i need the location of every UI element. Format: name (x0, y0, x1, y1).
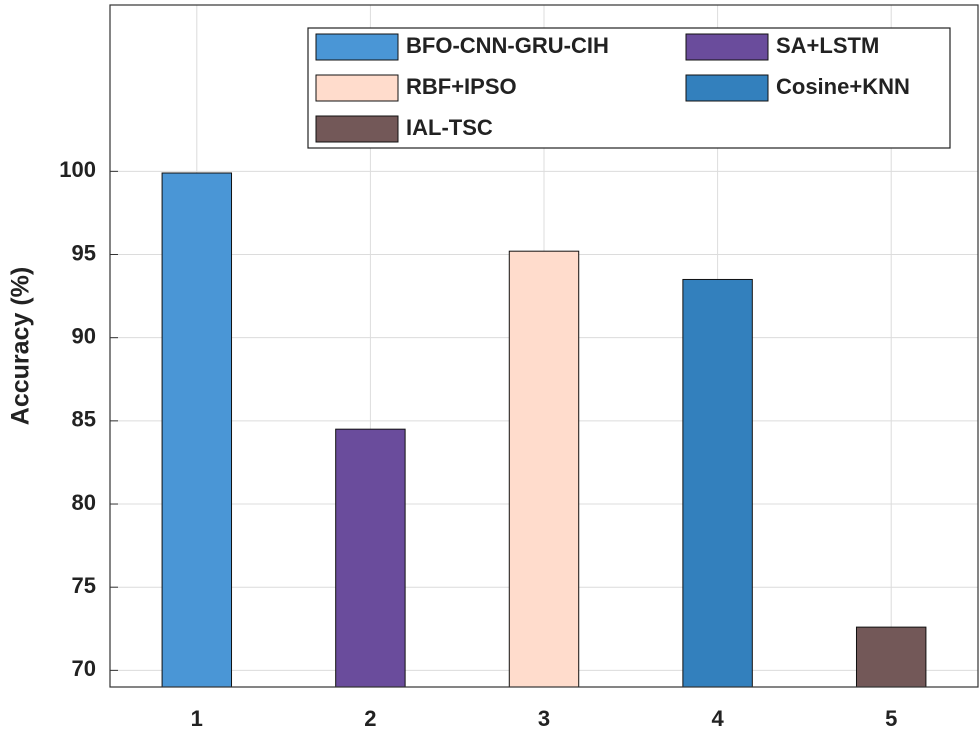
y-tick-label: 75 (72, 573, 96, 598)
y-tick-label: 90 (72, 323, 96, 348)
x-tick-label: 1 (191, 706, 203, 731)
x-tick-label: 5 (885, 706, 897, 731)
legend-label: SA+LSTM (776, 33, 879, 58)
legend-swatch (685, 33, 769, 61)
legend-swatch (315, 115, 399, 143)
y-axis-label: Accuracy (%) (7, 267, 35, 425)
legend-swatch (685, 74, 769, 102)
legend-label: IAL-TSC (406, 115, 493, 140)
y-tick-label: 80 (72, 490, 96, 515)
x-tick-label: 3 (538, 706, 550, 731)
bar (508, 250, 580, 688)
y-tick-label: 95 (72, 240, 96, 265)
bar (335, 428, 406, 688)
y-tick-label: 70 (72, 656, 96, 681)
x-tick-label: 2 (364, 706, 376, 731)
legend-box (307, 27, 951, 149)
bar (682, 278, 753, 688)
legend-label: RBF+IPSO (406, 74, 517, 99)
legend-swatch (315, 74, 399, 102)
legend-label: BFO-CNN-GRU-CIH (406, 33, 609, 58)
legend-swatch (315, 33, 399, 61)
bar (855, 626, 927, 688)
bar (161, 172, 233, 688)
x-tick-label: 4 (711, 706, 724, 731)
y-tick-label: 85 (72, 407, 96, 432)
plot-frame (109, 4, 979, 688)
legend-label: Cosine+KNN (776, 74, 910, 99)
y-tick-label: 100 (59, 157, 96, 182)
